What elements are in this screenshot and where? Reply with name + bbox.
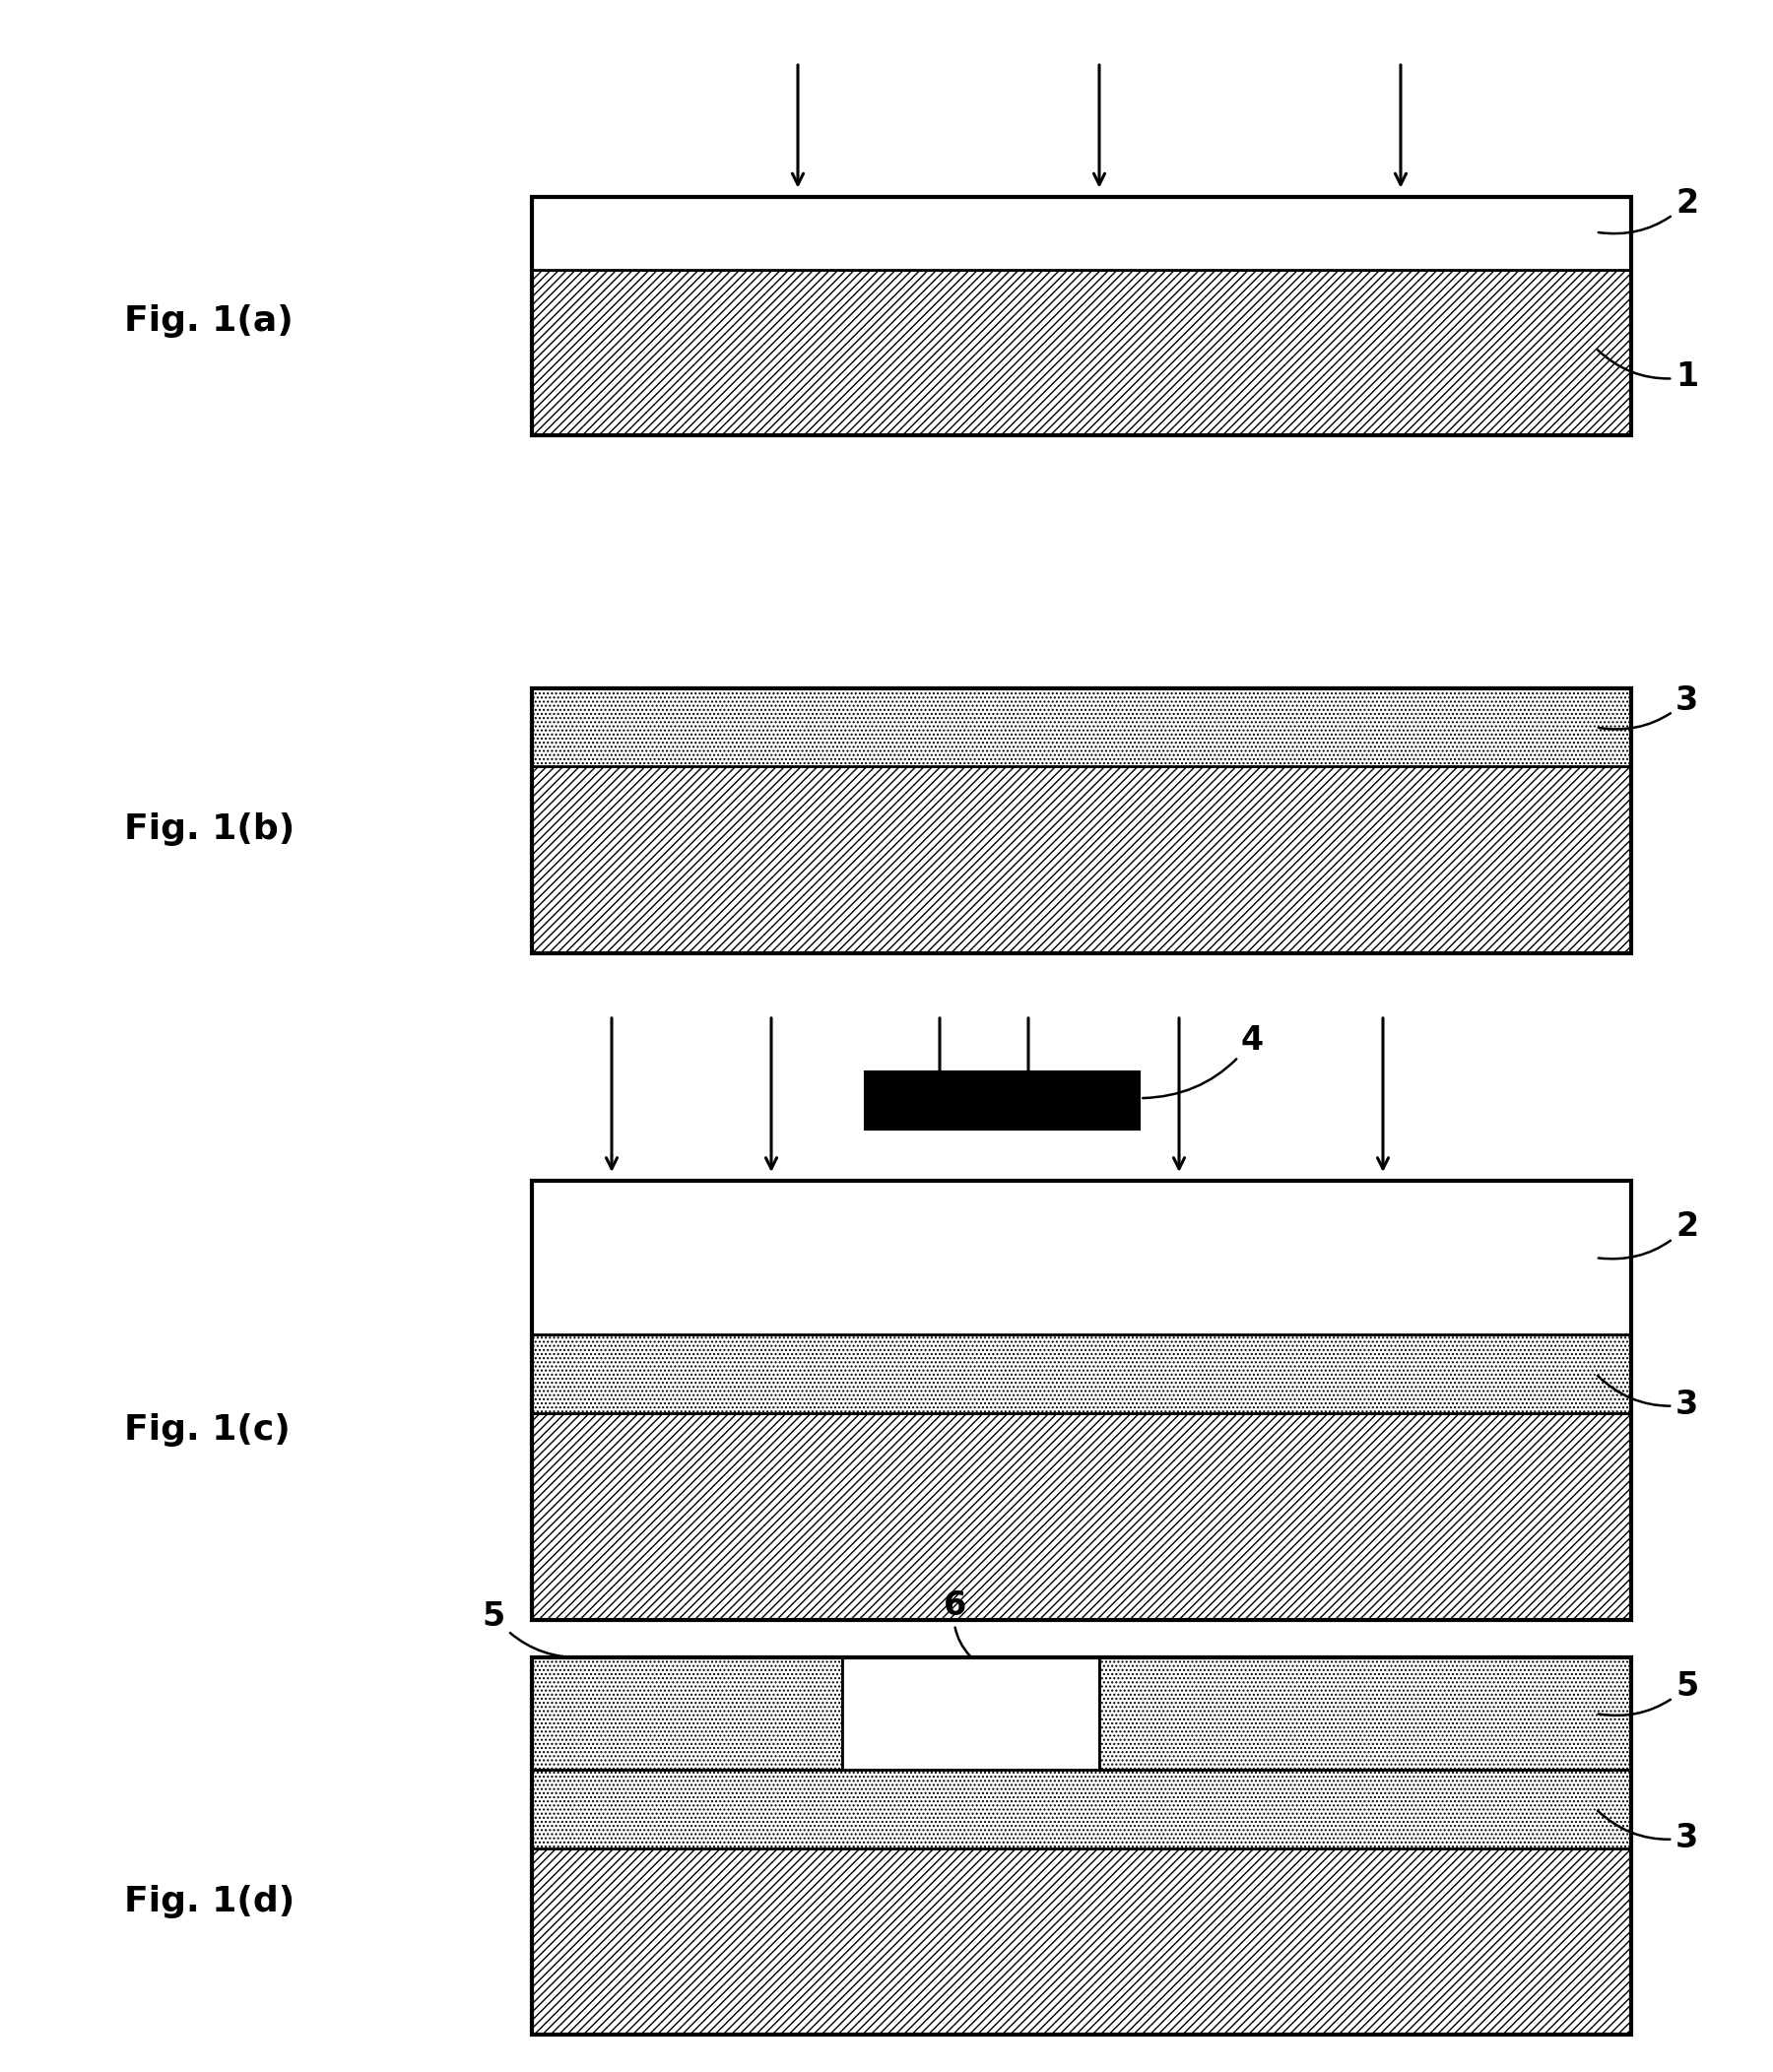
Bar — [532, 1413, 1631, 1620]
Text: Fig. 1(c): Fig. 1(c) — [124, 1413, 291, 1446]
Text: 5: 5 — [482, 1600, 582, 1658]
Text: Fig. 1(a): Fig. 1(a) — [124, 305, 293, 338]
Text: 3: 3 — [1597, 1376, 1699, 1421]
Text: 2: 2 — [1599, 186, 1699, 234]
Bar — [532, 1769, 1631, 1848]
Text: 2: 2 — [1599, 1210, 1699, 1260]
Bar — [532, 269, 1631, 435]
Text: 3: 3 — [1597, 1811, 1699, 1854]
Bar — [532, 767, 1631, 953]
Bar — [532, 1181, 1631, 1620]
Bar — [532, 688, 1631, 767]
Text: 1: 1 — [1597, 350, 1699, 394]
Text: 6: 6 — [943, 1589, 970, 1656]
Text: Fig. 1(d): Fig. 1(d) — [124, 1886, 294, 1919]
Text: 3: 3 — [1599, 684, 1699, 729]
Bar — [532, 1334, 1631, 1413]
Bar — [532, 688, 1631, 953]
Bar — [1099, 1658, 1631, 1769]
Bar — [532, 197, 1631, 269]
Bar — [532, 1181, 1631, 1334]
Bar — [532, 1848, 1631, 2035]
Bar — [842, 1658, 1099, 1769]
Bar — [865, 1071, 1140, 1129]
Text: 4: 4 — [1144, 1024, 1264, 1098]
Text: 5: 5 — [1599, 1670, 1699, 1716]
Bar — [532, 197, 1631, 435]
Text: Fig. 1(b): Fig. 1(b) — [124, 812, 294, 845]
Bar — [532, 1658, 842, 1769]
Bar — [532, 1658, 1631, 2035]
